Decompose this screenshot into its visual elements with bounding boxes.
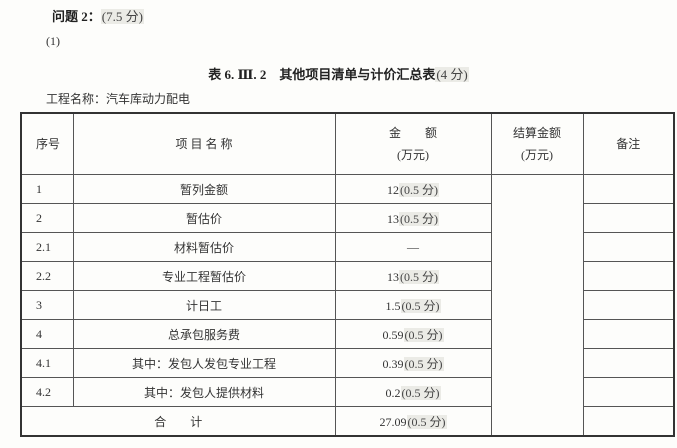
row-score: (0.5 分) xyxy=(399,269,439,284)
row-score: (0.5 分) xyxy=(400,298,441,313)
row-amount-value: — xyxy=(407,239,419,254)
header-amount-unit: (万元) xyxy=(397,148,429,162)
row-no: 1 xyxy=(20,174,74,204)
subpart-label: (1) xyxy=(46,34,60,48)
row-amount-value: 0.59 xyxy=(382,327,404,342)
row-remark xyxy=(582,348,675,378)
project-name: 工程名称：汽车库动力配电 xyxy=(46,92,191,106)
row-name: 计日工 xyxy=(72,290,336,320)
header-amount-label: 金 额 xyxy=(388,126,437,140)
row-amount-value: 13 xyxy=(387,211,399,226)
question-label: 问题 2： xyxy=(52,9,101,24)
row-no: 3 xyxy=(20,290,74,320)
total-label: 合 计 xyxy=(20,406,336,437)
question-score: (7.5 分) xyxy=(100,9,144,24)
settle-cell xyxy=(490,174,584,437)
row-remark xyxy=(582,319,675,349)
header-remark: 备注 xyxy=(582,112,675,175)
row-name: 其中：发包人发包专业工程 xyxy=(72,348,336,378)
table-title-text: 表 6. Ⅲ. 2 其他项目清单与计价汇总表 xyxy=(208,67,436,82)
row-no: 2.2 xyxy=(20,261,74,291)
header-settle: 结算金额 (万元) xyxy=(490,112,584,175)
header-row: 序号 项 目 名 称 金 额 (万元) 结算金额 (万元) 备注 xyxy=(20,112,675,175)
row-score: (0.5 分) xyxy=(403,356,444,371)
question-heading: 问题 2：(7.5 分) xyxy=(52,6,144,25)
row-no: 4 xyxy=(20,319,74,349)
header-amount: 金 额 (万元) xyxy=(334,112,492,175)
row-name: 暂列金额 xyxy=(72,174,336,204)
row-no: 4.2 xyxy=(20,377,74,407)
row-amount-value: 12 xyxy=(387,182,399,197)
row-no: 2 xyxy=(20,203,74,233)
row-amount: 13(0.5 分) xyxy=(334,203,492,233)
row-score: (0.5 分) xyxy=(399,182,439,197)
row-amount: 0.59(0.5 分) xyxy=(334,319,492,349)
total-remark xyxy=(582,406,675,437)
row-amount-value: 0.39 xyxy=(382,356,404,371)
table-title-score: (4 分) xyxy=(435,67,469,82)
table-row: 4 总承包服务费 0.59(0.5 分) xyxy=(20,319,675,349)
row-score: (0.5 分) xyxy=(399,211,439,226)
header-settle-unit: (万元) xyxy=(521,148,553,162)
table-row: 4.1 其中：发包人发包专业工程 0.39(0.5 分) xyxy=(20,348,675,378)
row-name: 专业工程暂估价 xyxy=(72,261,336,291)
row-remark xyxy=(582,261,675,291)
table-row: 2.1 材料暂估价 — xyxy=(20,232,675,262)
table-row: 2 暂估价 13(0.5 分) xyxy=(20,203,675,233)
total-amount: 27.09(0.5 分) xyxy=(334,406,492,437)
row-amount: 1.5(0.5 分) xyxy=(334,290,492,320)
row-amount-value: 0.2 xyxy=(385,385,401,400)
table-row: 2.2 专业工程暂估价 13(0.5 分) xyxy=(20,261,675,291)
header-no: 序号 xyxy=(20,112,74,175)
row-remark xyxy=(582,232,675,262)
table-title: 表 6. Ⅲ. 2 其他项目清单与计价汇总表(4 分) xyxy=(0,64,677,83)
table-row: 1 暂列金额 12(0.5 分) xyxy=(20,174,675,437)
row-name: 其中：发包人提供材料 xyxy=(72,377,336,407)
row-amount: 0.2(0.5 分) xyxy=(334,377,492,407)
row-no: 2.1 xyxy=(20,232,74,262)
row-name: 总承包服务费 xyxy=(72,319,336,349)
header-settle-label: 结算金额 xyxy=(512,126,561,140)
row-amount-value: 13 xyxy=(387,269,399,284)
row-amount: 0.39(0.5 分) xyxy=(334,348,492,378)
total-row: 合 计 27.09(0.5 分) xyxy=(20,406,675,437)
row-name: 暂估价 xyxy=(72,203,336,233)
row-amount: 12(0.5 分) xyxy=(334,174,492,204)
table-row: 3 计日工 1.5(0.5 分) xyxy=(20,290,675,320)
row-remark xyxy=(582,174,675,204)
row-score: (0.5 分) xyxy=(400,385,441,400)
header-name: 项 目 名 称 xyxy=(72,112,336,175)
total-score: (0.5 分) xyxy=(406,414,447,429)
total-amount-value: 27.09 xyxy=(379,414,407,429)
summary-table: 序号 项 目 名 称 金 额 (万元) 结算金额 (万元) 备注 1 暂列金额 12… xyxy=(20,112,675,437)
row-amount: 13(0.5 分) xyxy=(334,261,492,291)
row-no: 4.1 xyxy=(20,348,74,378)
row-remark xyxy=(582,377,675,407)
row-score: (0.5 分) xyxy=(403,327,444,342)
row-amount-value: 1.5 xyxy=(385,298,401,313)
row-amount: — xyxy=(334,232,492,262)
row-name: 材料暂估价 xyxy=(72,232,336,262)
table-row: 4.2 其中：发包人提供材料 0.2(0.5 分) xyxy=(20,377,675,407)
row-remark xyxy=(582,203,675,233)
row-remark xyxy=(582,290,675,320)
